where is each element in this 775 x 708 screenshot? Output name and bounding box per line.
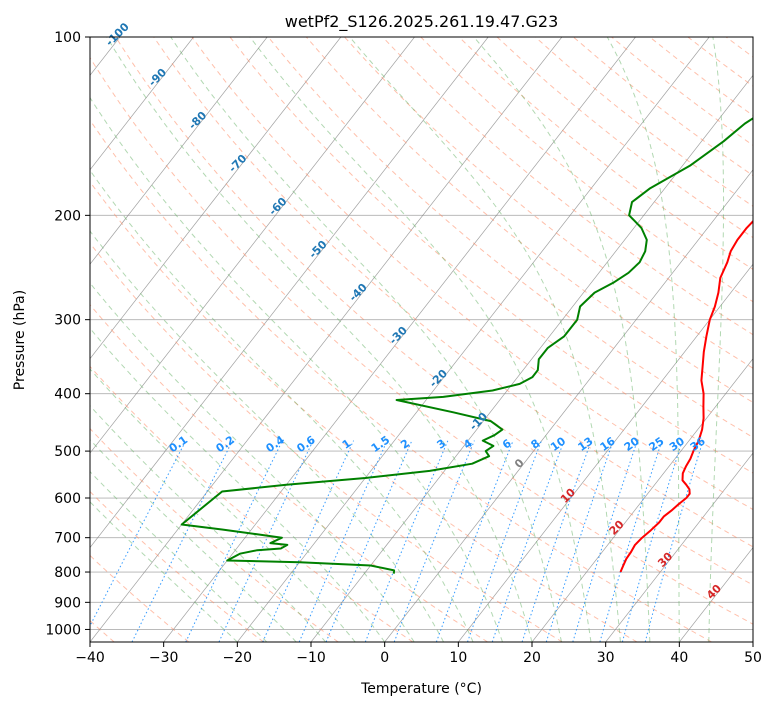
isotherm bbox=[605, 452, 753, 642]
dry-adiabat bbox=[90, 56, 753, 625]
dry-adiabat bbox=[420, 37, 753, 303]
isotherm bbox=[90, 37, 415, 454]
mixing-ratio-line bbox=[572, 440, 638, 642]
y-tick-label: 700 bbox=[54, 531, 81, 547]
isotherm bbox=[531, 358, 753, 642]
background-lines bbox=[90, 37, 753, 642]
isotherm bbox=[90, 37, 342, 360]
x-axis-label: Temperature (°C) bbox=[360, 681, 482, 697]
y-tick-label: 900 bbox=[54, 595, 81, 611]
isotherm bbox=[90, 37, 489, 549]
y-axis: 100 200 300 400 500 600 700 800 900 1000 bbox=[45, 30, 90, 638]
mixing-ratio-line bbox=[491, 440, 565, 642]
x-tick-label: 50 bbox=[744, 650, 762, 666]
dry-adiabat bbox=[90, 181, 638, 642]
dry-adiabat bbox=[90, 427, 339, 642]
moist-adiabat bbox=[90, 282, 415, 642]
dry-adiabat bbox=[90, 365, 414, 642]
moist-adiabat bbox=[708, 37, 725, 642]
moist-adiabat bbox=[473, 37, 651, 642]
isotherm bbox=[310, 74, 753, 642]
x-tick-label: 0 bbox=[380, 650, 389, 666]
isotherm bbox=[384, 169, 753, 642]
data-lines bbox=[180, 117, 753, 574]
dry-adiabat bbox=[344, 37, 753, 369]
x-tick-label: −20 bbox=[223, 650, 253, 666]
y-tick-label: 600 bbox=[54, 491, 81, 507]
dry-adiabat bbox=[90, 242, 563, 642]
dry-adiabat bbox=[90, 119, 712, 642]
moist-adiabat bbox=[349, 37, 621, 642]
mixing-ratio-line bbox=[262, 440, 355, 642]
moist-adiabat bbox=[249, 37, 592, 642]
moist-adiabat bbox=[90, 405, 327, 642]
isotherm bbox=[90, 37, 563, 642]
x-axis: −40 −30 −20 −10 0 10 20 30 40 50 bbox=[75, 642, 762, 666]
isotherm bbox=[90, 37, 194, 171]
mixing-ratio-line bbox=[599, 440, 663, 642]
y-tick-label: 1000 bbox=[45, 622, 81, 638]
moist-adiabat bbox=[90, 96, 503, 642]
mixing-ratio-line bbox=[467, 440, 542, 642]
moist-adiabat bbox=[606, 37, 680, 642]
x-tick-label: 40 bbox=[670, 650, 688, 666]
mixing-ratio-line bbox=[131, 440, 234, 642]
dewpoint-line bbox=[180, 117, 753, 574]
y-tick-label: 200 bbox=[54, 208, 81, 224]
y-tick-label: 800 bbox=[54, 565, 81, 581]
y-tick-label: 100 bbox=[54, 30, 81, 46]
plot-frame bbox=[89, 36, 754, 643]
dry-adiabat bbox=[191, 37, 753, 511]
chart-title: wetPf2_S126.2025.261.19.47.G23 bbox=[285, 12, 559, 32]
isotherm bbox=[237, 37, 710, 642]
mixing-ratio-line bbox=[325, 440, 413, 642]
x-tick-label: −40 bbox=[75, 650, 105, 666]
moist-adiabat bbox=[90, 327, 386, 642]
mixing-ratio-line bbox=[298, 440, 388, 642]
x-tick-label: 10 bbox=[449, 650, 467, 666]
y-tick-label: 400 bbox=[54, 387, 81, 403]
isotherm bbox=[458, 263, 753, 642]
moist-adiabat bbox=[90, 230, 445, 642]
x-tick-label: −30 bbox=[149, 650, 179, 666]
x-tick-label: 30 bbox=[597, 650, 615, 666]
moist-adiabat bbox=[90, 368, 356, 642]
temperature-line bbox=[619, 219, 753, 573]
y-tick-label: 300 bbox=[54, 313, 81, 329]
isotherm bbox=[163, 37, 636, 642]
y-axis-label: Pressure (hPa) bbox=[12, 290, 28, 390]
moist-adiabat bbox=[90, 169, 474, 642]
y-tick-label: 500 bbox=[54, 444, 81, 460]
dry-adiabat bbox=[90, 554, 190, 642]
mixing-ratio-line bbox=[621, 440, 683, 642]
dry-adiabat bbox=[229, 37, 753, 474]
x-tick-label: 20 bbox=[523, 650, 541, 666]
moist-adiabat bbox=[106, 37, 533, 642]
dry-adiabat bbox=[305, 37, 753, 403]
dry-adiabat bbox=[115, 37, 753, 586]
x-tick-label: −10 bbox=[296, 650, 326, 666]
isotherm bbox=[90, 37, 268, 265]
